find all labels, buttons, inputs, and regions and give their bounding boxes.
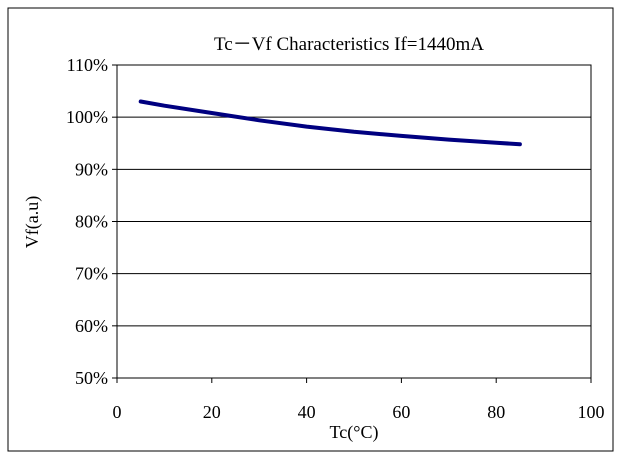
x-tick-label: 40: [298, 402, 316, 422]
chart-title: Tc－Vf Characteristics If=1440mA: [214, 34, 484, 55]
y-tick-label: 70%: [75, 264, 108, 284]
y-tick-label: 50%: [75, 368, 108, 388]
x-tick-label: 20: [203, 402, 221, 422]
x-tick-label: 0: [113, 402, 122, 422]
series-line: [138, 99, 522, 147]
x-tick-label: 80: [487, 402, 505, 422]
y-tick-label: 100%: [66, 107, 108, 127]
series-layer: [138, 99, 522, 147]
y-tick-label: 90%: [75, 159, 108, 179]
axis-ticks: 50% 60% 70% 80% 90% 100% 110% 0 20 40 60 80 100: [66, 55, 605, 422]
x-tick-label: 60: [392, 402, 410, 422]
gridlines: [117, 116, 591, 327]
y-tick-label: 80%: [75, 212, 108, 232]
x-tick-label: 100: [578, 402, 605, 422]
x-axis-label: Tc(°C): [330, 422, 379, 443]
chart-frame: [7, 7, 614, 452]
y-tick-label: 60%: [75, 316, 108, 336]
y-tick-label: 110%: [67, 55, 108, 75]
y-axis-label: Vf(a.u): [22, 196, 43, 248]
